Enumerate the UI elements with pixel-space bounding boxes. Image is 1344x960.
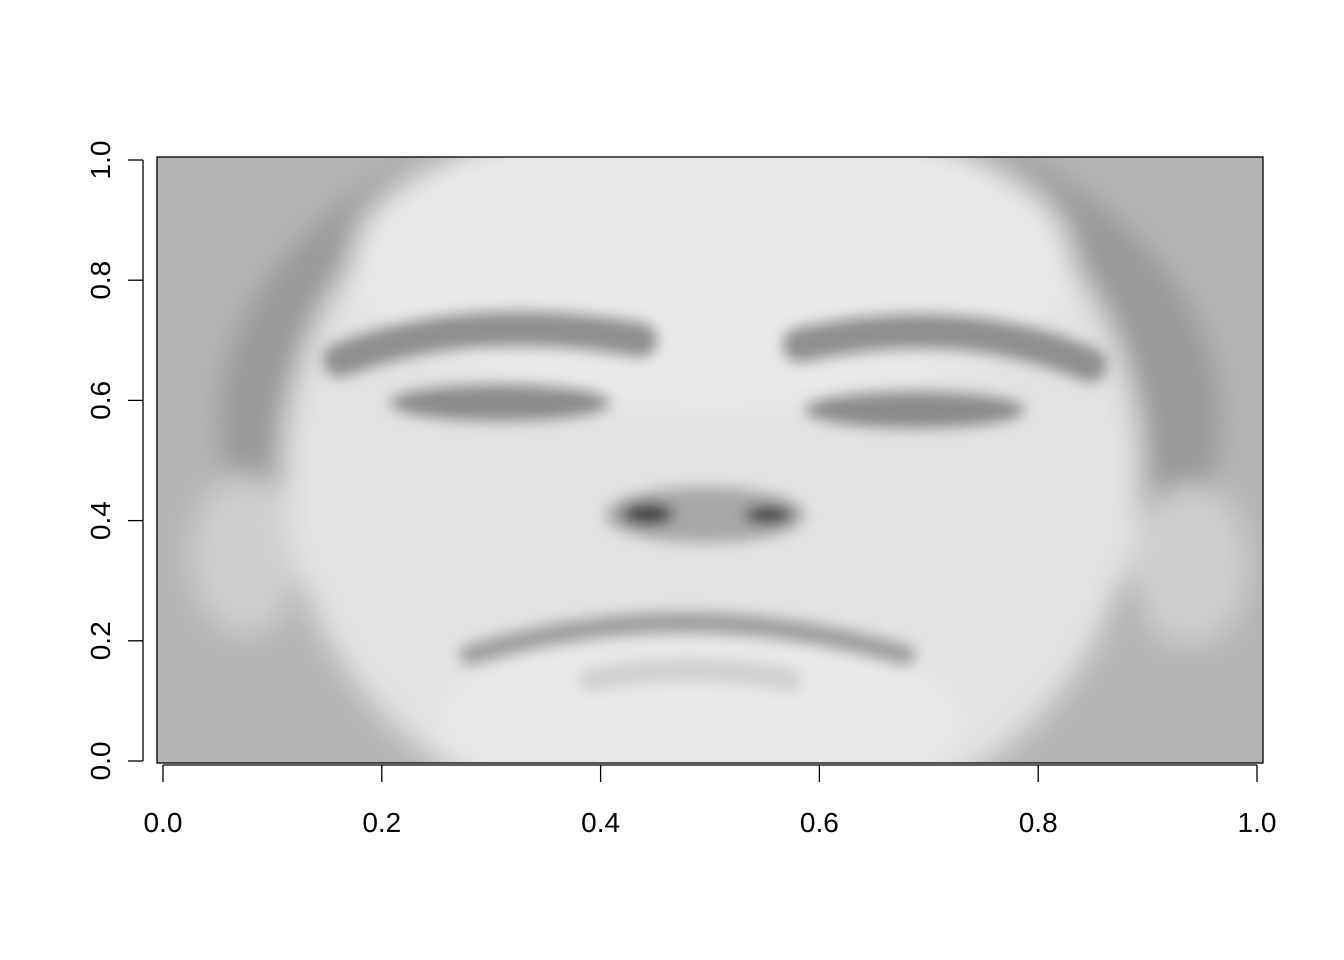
left-ear (190, 475, 300, 635)
right-brow (783, 314, 1107, 382)
face-image (157, 157, 1263, 763)
right-eye (805, 392, 1025, 428)
x-tick-label: 0.4 (581, 807, 620, 838)
right-nostril (744, 506, 792, 524)
x-tick-label: 0.6 (800, 807, 839, 838)
plot-frame (156, 156, 1264, 764)
mouth (460, 612, 915, 665)
forehead-region (352, 157, 1072, 410)
y-tick-label: 0.8 (85, 261, 116, 300)
y-tick-label: 0.6 (85, 381, 116, 420)
left-nostril (622, 503, 674, 525)
x-axis: 0.0 0.2 0.4 0.6 0.8 1.0 (144, 764, 1277, 838)
x-tick-label: 0.8 (1019, 807, 1058, 838)
lower-lip (579, 659, 801, 691)
y-axis: 0.0 0.2 0.4 0.6 0.8 1.0 (85, 141, 144, 781)
y-tick-label: 0.0 (85, 742, 116, 781)
x-tick-label: 1.0 (1238, 807, 1277, 838)
y-tick-label: 1.0 (85, 141, 116, 180)
y-tick-label: 0.4 (85, 501, 116, 540)
left-brow (323, 311, 657, 377)
x-tick-label: 0.0 (144, 807, 183, 838)
nose-shadow (605, 487, 805, 543)
chin-region (440, 630, 960, 763)
x-tick-label: 0.2 (362, 807, 401, 838)
right-ear (1130, 485, 1250, 645)
left-eye (390, 385, 610, 421)
y-tick-label: 0.2 (85, 621, 116, 660)
